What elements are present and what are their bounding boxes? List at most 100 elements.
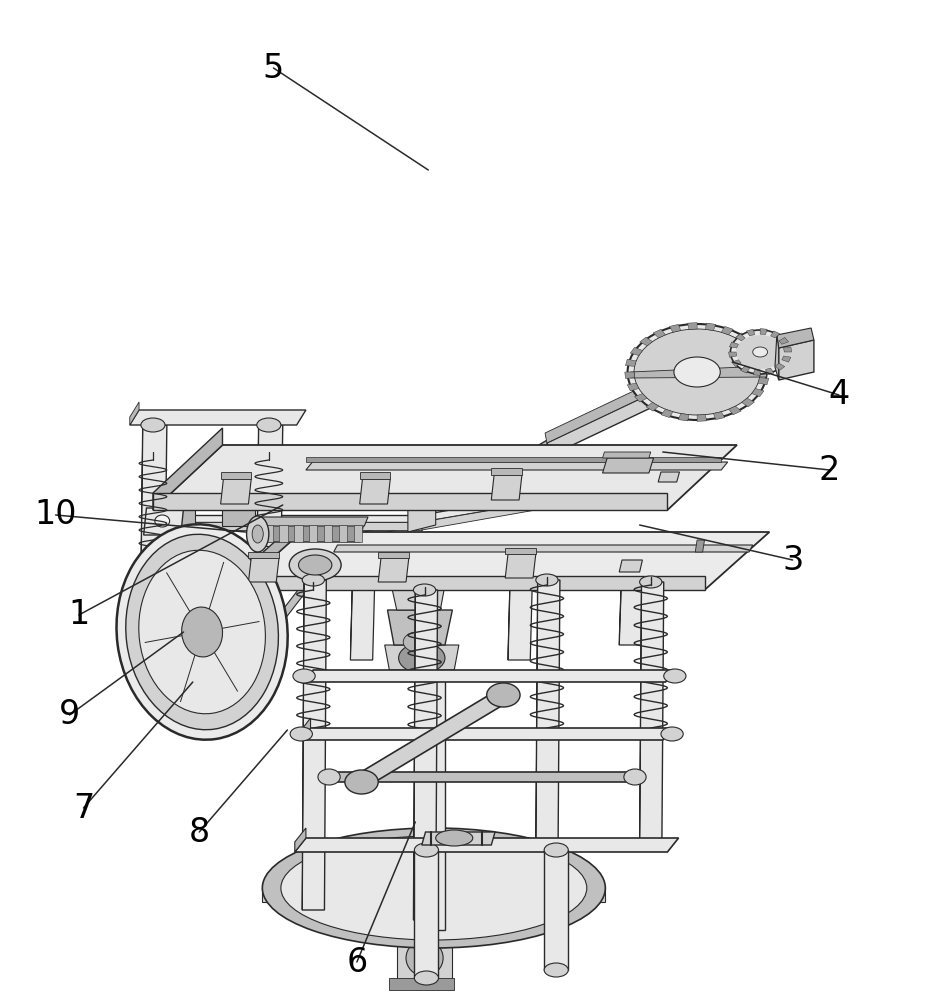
Polygon shape bbox=[258, 525, 363, 542]
Polygon shape bbox=[640, 337, 653, 346]
Polygon shape bbox=[630, 347, 642, 356]
Text: 5: 5 bbox=[263, 51, 284, 85]
Polygon shape bbox=[248, 558, 279, 582]
Ellipse shape bbox=[674, 357, 720, 387]
Ellipse shape bbox=[414, 971, 438, 985]
Polygon shape bbox=[729, 352, 737, 357]
Polygon shape bbox=[747, 342, 760, 351]
Polygon shape bbox=[221, 472, 251, 479]
Ellipse shape bbox=[257, 573, 281, 587]
Polygon shape bbox=[505, 548, 536, 554]
Polygon shape bbox=[354, 525, 362, 542]
Polygon shape bbox=[302, 580, 326, 910]
Ellipse shape bbox=[262, 828, 605, 948]
Polygon shape bbox=[753, 369, 760, 375]
Ellipse shape bbox=[298, 555, 332, 575]
Polygon shape bbox=[536, 576, 538, 850]
Ellipse shape bbox=[736, 335, 784, 369]
Polygon shape bbox=[239, 580, 241, 645]
Ellipse shape bbox=[640, 576, 662, 588]
Ellipse shape bbox=[487, 683, 520, 707]
Polygon shape bbox=[414, 850, 438, 978]
Polygon shape bbox=[758, 378, 768, 385]
Polygon shape bbox=[779, 340, 814, 380]
Polygon shape bbox=[304, 670, 675, 682]
Polygon shape bbox=[547, 388, 667, 455]
Ellipse shape bbox=[302, 574, 324, 586]
Polygon shape bbox=[158, 522, 422, 530]
Polygon shape bbox=[248, 552, 279, 558]
Ellipse shape bbox=[624, 769, 646, 785]
Polygon shape bbox=[153, 445, 737, 510]
Ellipse shape bbox=[289, 549, 341, 581]
Polygon shape bbox=[406, 625, 428, 650]
Ellipse shape bbox=[628, 324, 767, 420]
Ellipse shape bbox=[544, 963, 568, 977]
Text: 7: 7 bbox=[73, 792, 94, 824]
Polygon shape bbox=[775, 335, 779, 380]
Polygon shape bbox=[130, 410, 306, 425]
Polygon shape bbox=[417, 418, 584, 522]
Polygon shape bbox=[360, 472, 390, 479]
Polygon shape bbox=[301, 728, 672, 740]
Ellipse shape bbox=[290, 727, 312, 741]
Polygon shape bbox=[705, 323, 716, 330]
Polygon shape bbox=[634, 393, 647, 402]
Text: 10: 10 bbox=[34, 498, 77, 532]
Polygon shape bbox=[153, 428, 222, 510]
Polygon shape bbox=[417, 645, 445, 930]
Polygon shape bbox=[775, 363, 785, 370]
Polygon shape bbox=[236, 532, 769, 590]
Ellipse shape bbox=[403, 632, 431, 652]
Text: 6: 6 bbox=[347, 946, 367, 978]
Polygon shape bbox=[777, 328, 814, 348]
Polygon shape bbox=[260, 515, 422, 570]
Polygon shape bbox=[378, 558, 409, 582]
Polygon shape bbox=[619, 560, 642, 572]
Ellipse shape bbox=[293, 669, 315, 683]
Polygon shape bbox=[422, 832, 495, 845]
Polygon shape bbox=[257, 420, 259, 580]
Ellipse shape bbox=[406, 940, 443, 976]
Polygon shape bbox=[356, 687, 508, 790]
Ellipse shape bbox=[345, 770, 378, 794]
Polygon shape bbox=[295, 838, 679, 852]
Polygon shape bbox=[779, 337, 789, 344]
Text: 9: 9 bbox=[59, 698, 80, 732]
Polygon shape bbox=[714, 412, 725, 420]
Polygon shape bbox=[654, 329, 666, 338]
Polygon shape bbox=[760, 329, 768, 335]
Text: 4: 4 bbox=[829, 378, 849, 412]
Polygon shape bbox=[339, 525, 348, 542]
Polygon shape bbox=[264, 525, 273, 542]
Ellipse shape bbox=[544, 843, 568, 857]
Polygon shape bbox=[603, 458, 654, 473]
Polygon shape bbox=[695, 540, 705, 552]
Polygon shape bbox=[505, 554, 536, 578]
Polygon shape bbox=[630, 366, 767, 378]
Polygon shape bbox=[413, 586, 415, 920]
Polygon shape bbox=[310, 525, 317, 542]
Polygon shape bbox=[239, 590, 263, 645]
Polygon shape bbox=[625, 372, 635, 378]
Polygon shape bbox=[544, 850, 568, 970]
Polygon shape bbox=[153, 493, 667, 510]
Polygon shape bbox=[508, 590, 532, 660]
Ellipse shape bbox=[281, 836, 587, 940]
Ellipse shape bbox=[139, 550, 265, 714]
Ellipse shape bbox=[661, 727, 683, 741]
Polygon shape bbox=[422, 480, 621, 522]
Polygon shape bbox=[417, 640, 426, 930]
Ellipse shape bbox=[536, 574, 558, 586]
Polygon shape bbox=[158, 515, 422, 522]
Polygon shape bbox=[301, 718, 311, 740]
Polygon shape bbox=[646, 402, 659, 411]
Polygon shape bbox=[783, 347, 792, 352]
Ellipse shape bbox=[155, 515, 170, 527]
Polygon shape bbox=[658, 472, 679, 482]
Polygon shape bbox=[360, 479, 390, 504]
Polygon shape bbox=[781, 356, 791, 362]
Text: 3: 3 bbox=[782, 544, 803, 576]
Text: 2: 2 bbox=[819, 454, 841, 487]
Polygon shape bbox=[413, 590, 438, 920]
